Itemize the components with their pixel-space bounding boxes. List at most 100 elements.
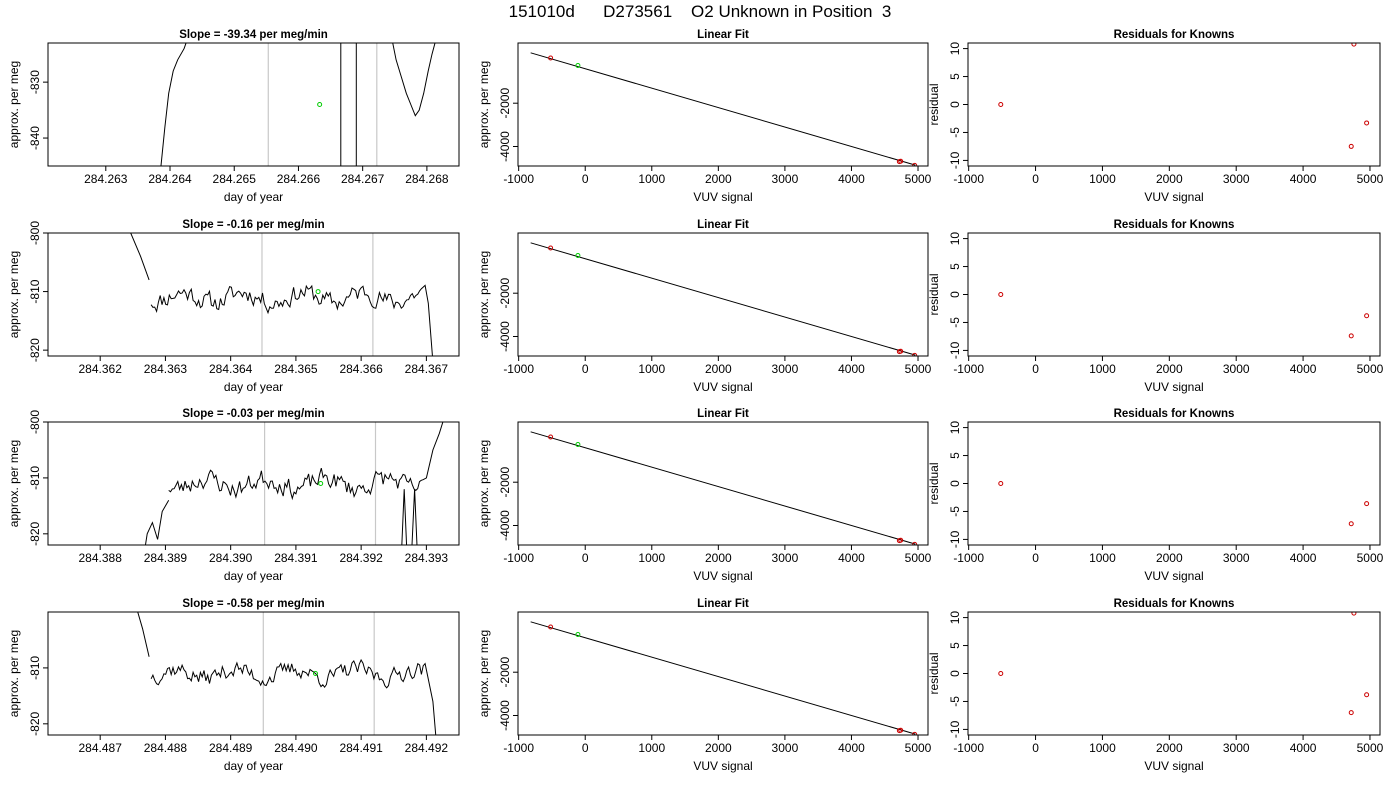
y-axis-label: approx. per meg <box>477 251 491 338</box>
x-axis-label: VUV signal <box>1144 190 1203 204</box>
plot-area <box>160 43 436 166</box>
x-tick-label: 2000 <box>705 172 732 186</box>
unknown-point-1 <box>575 253 581 259</box>
panel-title: Residuals for Knowns <box>1114 29 1235 41</box>
known-point-4 <box>912 541 918 545</box>
x-tick-label: 4000 <box>838 741 865 755</box>
x-tick-label: 284.389 <box>144 551 188 565</box>
panel-title: Linear Fit <box>697 408 749 420</box>
plot-area <box>130 233 433 356</box>
x-tick-label: 1000 <box>1089 362 1116 376</box>
x-tick-label: 2000 <box>1156 172 1183 186</box>
x-tick-label: -1000 <box>503 741 534 755</box>
known-point-4 <box>912 162 918 166</box>
plot-frame <box>967 611 1381 736</box>
x-tick-label: 284.266 <box>277 172 321 186</box>
x-tick-label: 284.392 <box>339 551 383 565</box>
unknown-point-1 <box>575 632 581 638</box>
known-point-1 <box>998 292 1004 297</box>
x-tick-label: 5000 <box>905 551 932 565</box>
known-point-3 <box>898 537 904 543</box>
trace-segment-1 <box>144 500 170 545</box>
panel-r3-slope: 284.388 284.389 284.390 284.391 284.392 284.3… <box>7 408 460 583</box>
y-axis-label: approx. per meg <box>7 251 21 338</box>
y-tick-label: -5 <box>948 127 962 138</box>
y-tick-label: -840 <box>28 126 42 150</box>
x-tick-label: 284.265 <box>213 172 257 186</box>
y-tick-label: 0 <box>948 480 962 487</box>
known-point-1 <box>548 55 554 61</box>
y-tick-label: -4000 <box>498 131 512 162</box>
y-tick-label: -820 <box>28 521 42 545</box>
y-tick-label: -2000 <box>498 657 512 688</box>
x-tick-label: 284.492 <box>405 741 449 755</box>
y-tick-label: -810 <box>28 656 42 680</box>
y-tick-label: 10 <box>948 611 962 625</box>
known-point-2 <box>1348 710 1354 716</box>
x-tick-label: 5000 <box>905 362 932 376</box>
panel-title: Residuals for Knowns <box>1114 408 1235 420</box>
known-point-1 <box>548 624 554 630</box>
x-tick-label: 5000 <box>1357 551 1384 565</box>
plot-frame <box>47 611 460 736</box>
x-tick-label: 0 <box>582 362 589 376</box>
trace-segment-2 <box>401 489 408 545</box>
x-tick-label: 0 <box>582 551 589 565</box>
known-point-3 <box>1364 313 1370 319</box>
y-tick-label: 0 <box>948 670 962 677</box>
x-tick-label: 1000 <box>1089 172 1116 186</box>
y-axis-label: approx. per meg <box>477 440 491 527</box>
trace-segment-1 <box>160 43 187 166</box>
panel-r2-slope: 284.362 284.363 284.364 284.365 284.366 284.3… <box>7 219 460 394</box>
x-tick-label: 3000 <box>1223 362 1250 376</box>
trace-segment-1 <box>137 612 150 657</box>
panel-r1-fit: -1000 0 1000 2000 3000 4000 5000 -4000 -2000 Line… <box>477 29 932 204</box>
x-tick-label: 284.490 <box>274 741 318 755</box>
x-tick-label: 284.268 <box>405 172 449 186</box>
known-point-1 <box>548 245 554 251</box>
x-axis-label: VUV signal <box>1144 569 1203 583</box>
x-axis-label: VUV signal <box>693 190 752 204</box>
y-tick-label: -10 <box>948 530 962 548</box>
panel-title: Slope = -39.34 per meg/min <box>179 29 328 41</box>
x-tick-label: 284.267 <box>341 172 385 186</box>
unknown-point-1 <box>575 63 581 69</box>
x-tick-label: 1000 <box>638 362 665 376</box>
panel-r3-resid: -1000 0 1000 2000 3000 4000 5000 -10 -5 0 5 10 Resid… <box>927 408 1384 583</box>
x-tick-label: 1000 <box>638 551 665 565</box>
x-axis-label: VUV signal <box>693 380 752 394</box>
x-tick-label: 3000 <box>1223 551 1250 565</box>
panel-title: Linear Fit <box>697 598 749 610</box>
x-tick-label: 5000 <box>1357 172 1384 186</box>
x-tick-label: 4000 <box>1290 551 1317 565</box>
panel-title: Linear Fit <box>697 29 749 41</box>
known-point-1 <box>548 434 554 440</box>
known-point-3 <box>1351 43 1357 47</box>
x-axis-label: day of year <box>224 569 283 583</box>
y-tick-label: -810 <box>28 279 42 303</box>
y-tick-label: -2000 <box>498 278 512 309</box>
x-tick-label: 1000 <box>1089 551 1116 565</box>
y-tick-label: -10 <box>948 720 962 738</box>
panel-r2-resid: -1000 0 1000 2000 3000 4000 5000 -10 -5 0 5 10 Resid… <box>927 219 1384 394</box>
x-tick-label: 0 <box>1032 551 1039 565</box>
x-tick-label: 3000 <box>772 741 799 755</box>
x-tick-label: 2000 <box>1156 741 1183 755</box>
panel-title: Slope = -0.16 per meg/min <box>182 219 324 231</box>
y-tick-label: 10 <box>948 42 962 56</box>
plot-area <box>137 612 437 735</box>
x-axis-label: VUV signal <box>1144 380 1203 394</box>
x-tick-label: -1000 <box>503 362 534 376</box>
fit-line <box>530 52 916 166</box>
panel-r2-fit: -1000 0 1000 2000 3000 4000 5000 -4000 -2000 Line… <box>477 219 932 394</box>
known-point-4 <box>1364 692 1370 698</box>
panel-r3-fit: -1000 0 1000 2000 3000 4000 5000 -4000 -2000 Line… <box>477 408 932 583</box>
y-axis-label: approx. per meg <box>477 630 491 717</box>
x-tick-label: -1000 <box>953 741 984 755</box>
trace-segment-1 <box>130 233 150 281</box>
y-tick-label: 10 <box>948 421 962 435</box>
y-tick-label: 10 <box>948 232 962 246</box>
x-tick-label: 2000 <box>705 362 732 376</box>
y-axis-label: approx. per meg <box>477 61 491 148</box>
